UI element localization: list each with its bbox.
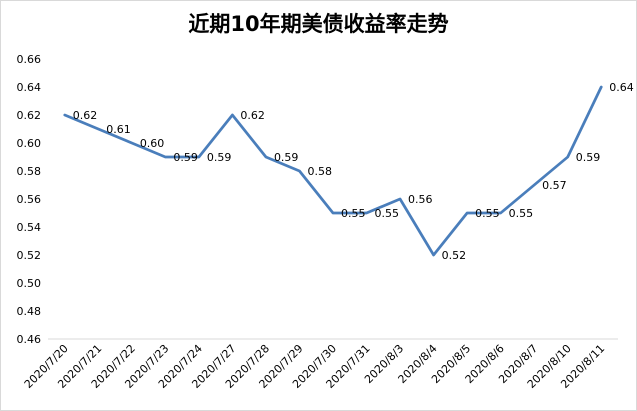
data-label: 0.58 [307,165,332,178]
data-label: 0.62 [240,109,264,122]
y-tick-label: 0.58 [17,165,42,178]
data-label: 0.55 [341,207,366,220]
data-label: 0.59 [173,151,198,164]
y-tick-label: 0.66 [17,53,42,66]
data-label: 0.52 [442,249,467,262]
y-tick-label: 0.50 [17,277,42,290]
data-label: 0.62 [73,109,98,122]
data-label: 0.60 [140,137,165,150]
data-label: 0.55 [475,207,500,220]
series-line [63,85,603,257]
data-label: 0.59 [274,151,299,164]
y-tick-label: 0.56 [17,193,42,206]
y-tick-label: 0.62 [17,109,42,122]
chart-title: 近期10年期美债收益率走势 [188,12,449,36]
data-label: 0.59 [207,151,232,164]
y-tick-label: 0.48 [17,305,42,318]
data-label: 0.59 [576,151,601,164]
y-tick-label: 0.64 [17,81,42,94]
data-label: 0.64 [609,81,634,94]
data-label: 0.57 [542,179,567,192]
data-label: 0.55 [375,207,400,220]
data-label: 0.61 [106,123,131,136]
data-label: 0.56 [408,193,433,206]
y-tick-label: 0.60 [17,137,42,150]
data-label: 0.55 [509,207,534,220]
y-tick-label: 0.52 [17,249,42,262]
y-tick-label: 0.46 [17,333,42,346]
y-tick-label: 0.54 [17,221,42,234]
